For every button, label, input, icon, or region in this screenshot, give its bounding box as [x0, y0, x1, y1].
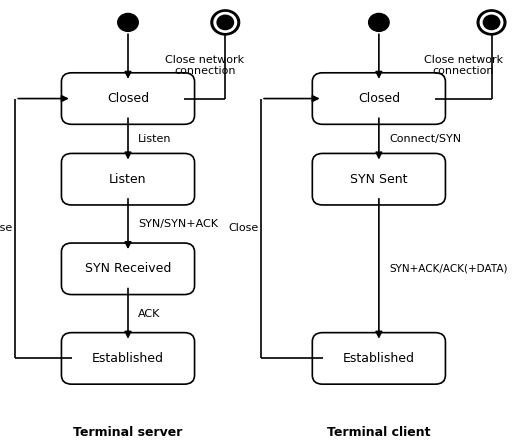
Circle shape	[211, 10, 240, 35]
FancyBboxPatch shape	[312, 73, 445, 124]
Circle shape	[369, 13, 389, 31]
Circle shape	[217, 15, 233, 30]
Circle shape	[214, 13, 237, 32]
Text: SYN+ACK/ACK(+DATA): SYN+ACK/ACK(+DATA)	[389, 264, 507, 274]
Text: SYN/SYN+ACK: SYN/SYN+ACK	[138, 219, 218, 229]
Circle shape	[483, 15, 500, 30]
FancyBboxPatch shape	[61, 73, 195, 124]
Text: SYN Sent: SYN Sent	[350, 172, 408, 186]
Text: Terminal server: Terminal server	[73, 426, 183, 439]
Text: Listen: Listen	[138, 134, 172, 144]
FancyBboxPatch shape	[61, 153, 195, 205]
Text: Established: Established	[92, 352, 164, 365]
Text: ACK: ACK	[138, 309, 161, 319]
Text: Closed: Closed	[358, 92, 400, 105]
Circle shape	[118, 13, 138, 31]
Text: Connect/SYN: Connect/SYN	[389, 134, 461, 144]
Text: Close network
connection: Close network connection	[165, 55, 244, 76]
Text: Close: Close	[228, 224, 259, 233]
Text: Closed: Closed	[107, 92, 149, 105]
Text: Close: Close	[0, 224, 13, 233]
FancyBboxPatch shape	[61, 243, 195, 295]
Circle shape	[480, 13, 503, 32]
Text: Listen: Listen	[109, 172, 147, 186]
Text: Established: Established	[343, 352, 415, 365]
FancyBboxPatch shape	[61, 332, 195, 384]
FancyBboxPatch shape	[312, 332, 445, 384]
Circle shape	[477, 10, 506, 35]
Text: SYN Received: SYN Received	[85, 262, 171, 276]
FancyBboxPatch shape	[312, 153, 445, 205]
Text: Terminal client: Terminal client	[327, 426, 431, 439]
Text: Close network
connection: Close network connection	[424, 55, 503, 76]
